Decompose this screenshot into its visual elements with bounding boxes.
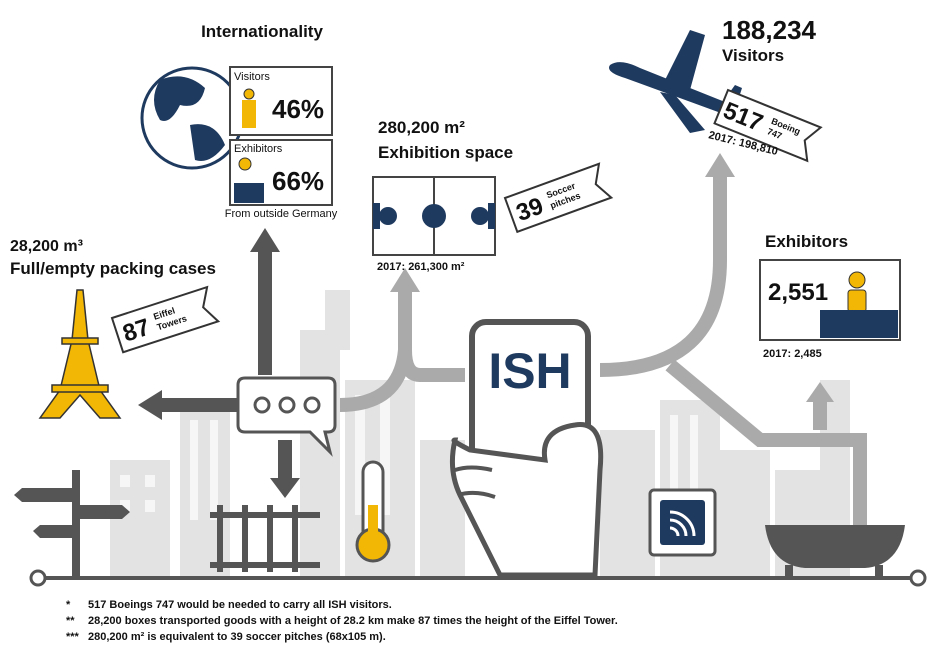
soccer-pitch	[373, 177, 495, 255]
eiffel-tower	[40, 290, 120, 418]
eiffel-tower-rect	[62, 338, 98, 344]
eiffel-tower-rect	[52, 385, 108, 392]
skyline-rect	[325, 290, 350, 350]
soccer-pitch-circle	[471, 207, 489, 225]
internationality-title: Internationality	[201, 22, 323, 41]
label: Exhibitors	[765, 232, 848, 251]
footnote-text: 517 Boeings 747 would be needed to carry…	[88, 599, 392, 611]
visitors-box-rect	[242, 100, 256, 128]
footnote-marker: **	[66, 615, 75, 627]
skyline-windows-rect	[190, 420, 198, 520]
footnotes: * 517 Boeings 747 would be needed to car…	[66, 599, 618, 643]
arrows-path	[405, 350, 465, 375]
soccer-pitch-circle	[379, 207, 397, 225]
skyline-rect	[720, 450, 770, 578]
amount: 28,200 m³	[10, 238, 83, 255]
ground-circle	[911, 571, 925, 585]
exhibitors-box-circle	[849, 272, 865, 288]
skyline-windows-rect	[145, 500, 155, 512]
footnote-text: 28,200 boxes transported goods with a he…	[88, 615, 618, 627]
signpost-polygon	[14, 488, 72, 502]
percent: 66%	[272, 166, 324, 196]
eiffel-tower-polygon	[40, 290, 120, 418]
tag: 87 Eiffel Towers	[112, 287, 218, 352]
arrow-heads-polygon	[138, 390, 162, 420]
arrow-heads-polygon	[705, 153, 735, 177]
previous: 2017: 2,485	[763, 348, 822, 360]
ground-circle	[31, 571, 45, 585]
signpost-polygon	[80, 505, 130, 519]
label: Exhibition space	[378, 143, 513, 162]
skyline-windows-rect	[120, 475, 130, 487]
bathtub-rect	[785, 565, 793, 577]
footnote-marker: *	[66, 599, 71, 611]
wifi-tile-rect	[660, 500, 705, 545]
thermometer-rect	[368, 505, 378, 545]
skyline-rect	[600, 430, 655, 578]
arrow-heads-polygon	[250, 228, 280, 252]
tag: 39 Soccer pitches	[505, 164, 611, 232]
amount: 2,551	[768, 279, 828, 306]
skyline-windows-rect	[210, 420, 218, 520]
signpost-rect	[72, 470, 80, 578]
phone: ISH	[452, 322, 600, 575]
airplane-path	[665, 30, 705, 90]
footnote-marker: ***	[66, 631, 80, 643]
phone-label: ISH	[488, 343, 571, 399]
label: Full/empty packing cases	[10, 259, 216, 278]
amount: 280,200 m²	[378, 118, 465, 137]
signpost-polygon	[33, 525, 72, 538]
label: Exhibitors	[234, 143, 283, 155]
exhibitors-box-rect	[848, 290, 866, 312]
thermometer	[357, 462, 389, 561]
label: Visitors	[234, 71, 270, 83]
bathtub-path	[765, 525, 905, 568]
exhibitors-box-circle	[239, 158, 251, 170]
previous: 2017: 261,300 m²	[377, 261, 465, 273]
arrows-path	[600, 175, 720, 370]
amount: 188,234	[722, 15, 817, 45]
label: Visitors	[722, 46, 784, 65]
exhibitors-box-rect	[234, 183, 264, 203]
footnote-text: 280,200 m² is equivalent to 39 soccer pi…	[88, 631, 386, 643]
bathtub-rect	[875, 565, 883, 577]
wifi-tile	[650, 490, 715, 555]
soccer-pitch-circle	[422, 204, 446, 228]
arrow-heads-polygon	[270, 478, 300, 498]
visitors-box-circle	[244, 89, 254, 99]
exhibitors-box-rect	[820, 310, 898, 338]
note: From outside Germany	[225, 208, 338, 220]
skyline-rect	[300, 330, 340, 578]
percent: 46%	[272, 94, 324, 124]
skyline-windows-rect	[145, 475, 155, 487]
globe	[142, 68, 242, 168]
infographic: ISH Internationality Visitors 46% Exhibi…	[0, 0, 930, 645]
